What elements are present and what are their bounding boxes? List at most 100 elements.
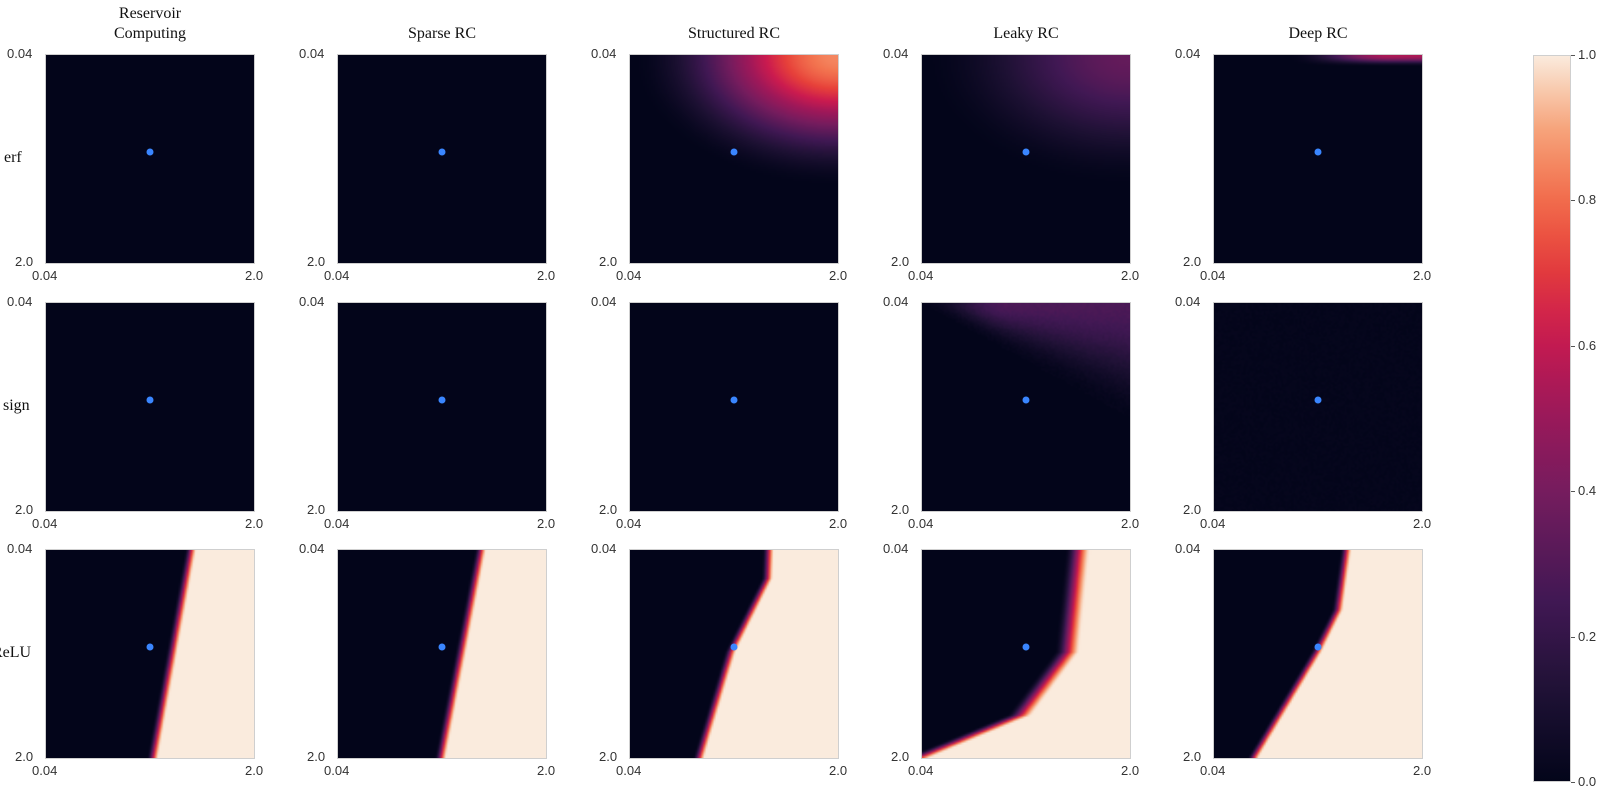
colorbar-tick-label: 0.2 (1578, 629, 1596, 644)
x-tick-label: 2.0 (245, 268, 263, 283)
y-tick-label: 0.04 (7, 294, 32, 309)
x-tick-label: 2.0 (1413, 268, 1431, 283)
heatmap-image (46, 550, 254, 758)
colorbar-tick-mark (1571, 782, 1575, 783)
y-tick-label: 0.04 (7, 46, 32, 61)
reference-point-marker (1022, 643, 1029, 650)
heatmap-image (338, 303, 546, 511)
row-label: ReLU (0, 644, 31, 662)
row-label: erf (4, 149, 22, 167)
x-tick-label: 2.0 (829, 516, 847, 531)
colorbar-tick-label: 0.8 (1578, 192, 1596, 207)
heatmap-panel (45, 549, 255, 759)
y-tick-label: 0.04 (591, 294, 616, 309)
x-tick-label: 0.04 (324, 516, 349, 531)
y-tick-label: 2.0 (891, 749, 909, 764)
x-tick-label: 2.0 (245, 516, 263, 531)
x-tick-label: 2.0 (537, 763, 555, 778)
x-tick-label: 2.0 (1121, 763, 1139, 778)
y-tick-label: 0.04 (1175, 294, 1200, 309)
heatmap-image (922, 303, 1130, 511)
heatmap-image (46, 55, 254, 263)
colorbar-tick-label: 1.0 (1578, 47, 1596, 62)
reference-point-marker (730, 396, 737, 403)
colorbar-tick-mark (1571, 637, 1575, 638)
reference-point-marker (730, 148, 737, 155)
x-tick-label: 2.0 (829, 763, 847, 778)
reference-point-marker (1022, 148, 1029, 155)
heatmap-panel (629, 54, 839, 264)
reference-point-marker (1314, 643, 1321, 650)
x-tick-label: 0.04 (1200, 516, 1225, 531)
y-tick-label: 2.0 (1183, 254, 1201, 269)
reference-point-marker (730, 643, 737, 650)
y-tick-label: 2.0 (599, 749, 617, 764)
x-tick-label: 2.0 (537, 268, 555, 283)
heatmap-image (1214, 550, 1422, 758)
y-tick-label: 0.04 (299, 46, 324, 61)
x-tick-label: 2.0 (1121, 516, 1139, 531)
heatmap-panel (629, 302, 839, 512)
colorbar-tick-label: 0.4 (1578, 483, 1596, 498)
y-tick-label: 2.0 (599, 254, 617, 269)
y-tick-label: 2.0 (1183, 749, 1201, 764)
x-tick-label: 0.04 (1200, 763, 1225, 778)
y-tick-label: 0.04 (299, 541, 324, 556)
colorbar-tick-mark (1571, 346, 1575, 347)
heatmap-image (630, 303, 838, 511)
heatmap-panel (1213, 549, 1423, 759)
heatmap-panel (629, 549, 839, 759)
y-tick-label: 0.04 (883, 541, 908, 556)
reference-point-marker (1314, 396, 1321, 403)
column-title: Deep RC (1208, 24, 1428, 44)
heatmap-image (630, 55, 838, 263)
heatmap-panel (921, 54, 1131, 264)
y-tick-label: 2.0 (891, 502, 909, 517)
x-tick-label: 0.04 (32, 516, 57, 531)
y-tick-label: 0.04 (883, 46, 908, 61)
x-tick-label: 0.04 (324, 268, 349, 283)
column-title: Structured RC (624, 24, 844, 44)
colorbar (1533, 55, 1571, 782)
heatmap-image (338, 55, 546, 263)
x-tick-label: 0.04 (616, 516, 641, 531)
x-tick-label: 2.0 (1121, 268, 1139, 283)
y-tick-label: 2.0 (307, 502, 325, 517)
x-tick-label: 0.04 (616, 763, 641, 778)
y-tick-label: 0.04 (1175, 541, 1200, 556)
heatmap-image (1214, 303, 1422, 511)
y-tick-label: 2.0 (307, 749, 325, 764)
x-tick-label: 0.04 (32, 763, 57, 778)
y-tick-label: 0.04 (299, 294, 324, 309)
x-tick-label: 0.04 (1200, 268, 1225, 283)
y-tick-label: 0.04 (1175, 46, 1200, 61)
x-tick-label: 0.04 (908, 268, 933, 283)
heatmap-panel (921, 549, 1131, 759)
column-title: Sparse RC (332, 24, 552, 44)
y-tick-label: 2.0 (15, 749, 33, 764)
heatmap-image (630, 550, 838, 758)
colorbar-tick-mark (1571, 200, 1575, 201)
y-tick-label: 0.04 (591, 46, 616, 61)
y-tick-label: 2.0 (891, 254, 909, 269)
heatmap-image (1214, 55, 1422, 263)
x-tick-label: 0.04 (32, 268, 57, 283)
heatmap-panel (337, 54, 547, 264)
heatmap-image (338, 550, 546, 758)
column-title: Leaky RC (916, 24, 1136, 44)
colorbar-tick-mark (1571, 491, 1575, 492)
reference-point-marker (1022, 396, 1029, 403)
colorbar-tick-mark (1571, 55, 1575, 56)
y-tick-label: 2.0 (307, 254, 325, 269)
colorbar-tick-label: 0.0 (1578, 774, 1596, 789)
reference-point-marker (438, 148, 445, 155)
x-tick-label: 2.0 (537, 516, 555, 531)
x-tick-label: 2.0 (1413, 763, 1431, 778)
heatmap-image (922, 55, 1130, 263)
reference-point-marker (438, 396, 445, 403)
heatmap-image (922, 550, 1130, 758)
column-title: Reservoir Computing (40, 4, 260, 44)
y-tick-label: 0.04 (7, 541, 32, 556)
heatmap-panel (921, 302, 1131, 512)
reference-point-marker (1314, 148, 1321, 155)
